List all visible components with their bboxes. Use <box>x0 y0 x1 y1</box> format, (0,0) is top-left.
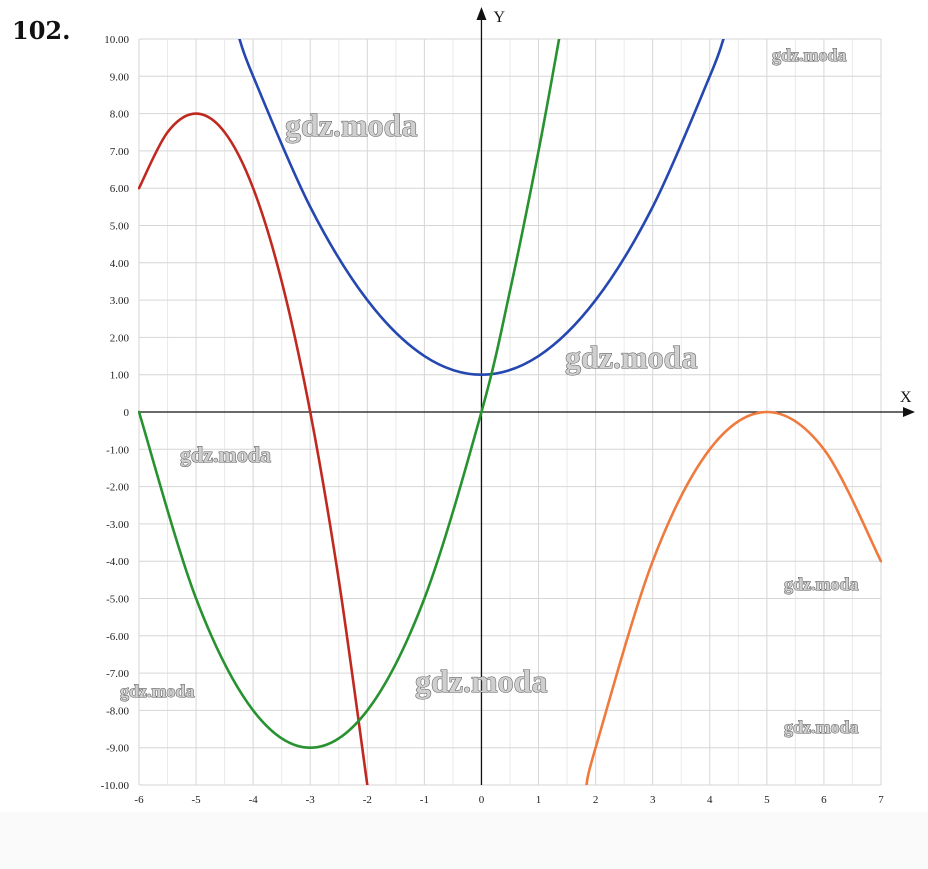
x-tick-label: -1 <box>420 794 429 806</box>
tick-labels: -6 -5 -4 -3 -2 -1 0 1 2 3 4 5 6 7 10.00 9.00 8.00 7.00 6.0… <box>101 34 885 806</box>
y-tick-label: 3.00 <box>110 295 130 307</box>
y-axis-arrow <box>476 7 487 20</box>
y-tick-label: 0 <box>124 407 130 419</box>
y-tick-label: -8.00 <box>106 705 129 717</box>
y-tick-label: 4.00 <box>110 258 130 270</box>
x-tick-label: -4 <box>249 794 259 806</box>
watermark-text: gdz.moda <box>784 717 859 737</box>
y-tick-label: -1.00 <box>106 444 129 456</box>
y-axis-label: Y <box>493 9 505 26</box>
y-tick-label: 8.00 <box>110 109 130 121</box>
watermark-text: gdz.moda <box>285 107 417 143</box>
x-axis-arrow <box>903 407 915 417</box>
x-axis-label: X <box>900 389 912 406</box>
y-tick-label: 6.00 <box>110 183 130 195</box>
x-tick-label: 4 <box>707 794 713 806</box>
problem-number: 102. <box>12 16 71 45</box>
y-tick-label: 1.00 <box>110 370 130 382</box>
y-tick-label: -2.00 <box>106 482 129 494</box>
y-tick-label: 9.00 <box>110 71 130 83</box>
x-tick-label: 7 <box>878 794 884 806</box>
x-tick-label: 0 <box>479 794 485 806</box>
curve-series-2 <box>238 39 725 377</box>
y-tick-label: 10.00 <box>104 34 129 46</box>
x-tick-label: 1 <box>536 794 542 806</box>
watermark-text: gdz.moda <box>772 45 847 65</box>
y-tick-label: -9.00 <box>106 743 129 755</box>
y-tick-label: -4.00 <box>106 556 129 568</box>
watermark-text: gdz.moda <box>180 442 271 467</box>
y-tick-label: -6.00 <box>106 631 129 643</box>
curves <box>138 39 882 785</box>
axes: XY <box>139 7 915 785</box>
watermark-text: gdz.moda <box>415 663 547 699</box>
y-tick-label: -10.00 <box>101 780 130 792</box>
x-tick-label: 3 <box>650 794 656 806</box>
x-tick-label: 5 <box>764 794 770 806</box>
y-tick-label: 5.00 <box>110 221 130 233</box>
x-tick-label: -5 <box>191 794 201 806</box>
x-tick-label: -6 <box>134 794 144 806</box>
x-tick-label: 6 <box>821 794 827 806</box>
y-tick-label: -5.00 <box>106 594 129 606</box>
function-graph-chart: XY -6 -5 -4 -3 -2 -1 0 1 2 3 4 5 6 710.009.008.007.00… <box>101 7 915 806</box>
y-tick-label: 7.00 <box>110 146 130 158</box>
watermark-text: gdz.moda <box>120 681 195 701</box>
curve-series-4 <box>585 410 882 785</box>
y-tick-label: -7.00 <box>106 668 129 680</box>
footer-band <box>0 812 928 869</box>
y-tick-label: -3.00 <box>106 519 129 531</box>
watermark-text: gdz.moda <box>784 574 859 594</box>
watermark-text: gdz.moda <box>565 339 697 375</box>
watermarks: gdz.moda gdz.moda gdz.moda gdz.moda gdz.moda… <box>120 45 860 738</box>
x-tick-label: 2 <box>593 794 599 806</box>
y-tick-label: 2.00 <box>110 332 130 344</box>
x-tick-label: -2 <box>363 794 372 806</box>
curve-series-3 <box>138 39 561 750</box>
curve-series-1 <box>138 112 369 785</box>
x-tick-label: -3 <box>306 794 316 806</box>
